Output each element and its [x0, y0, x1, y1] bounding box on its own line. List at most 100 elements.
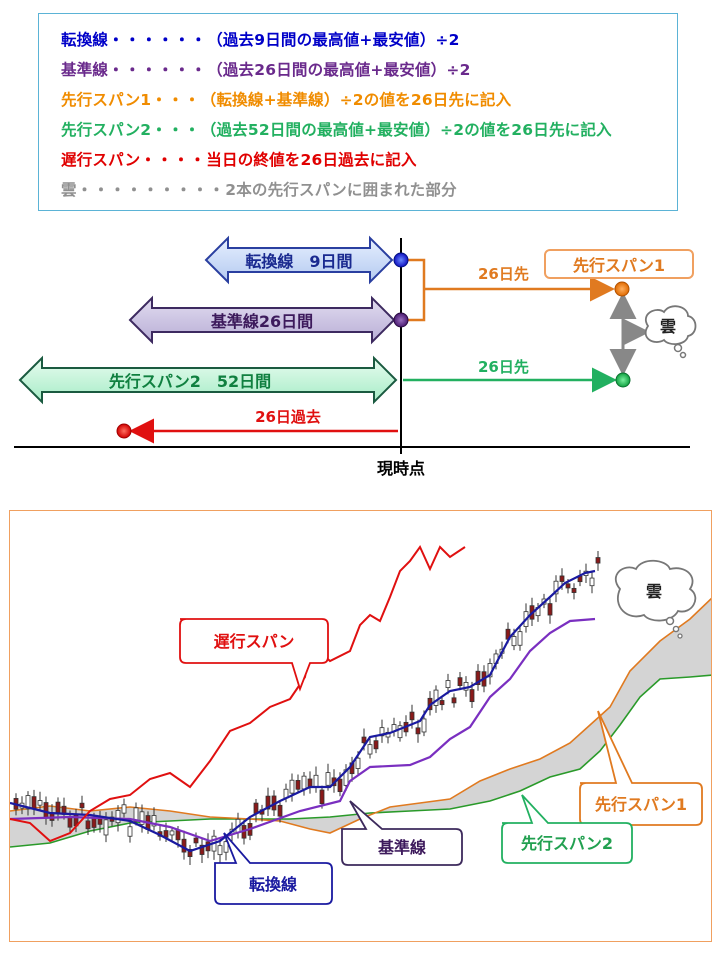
- span2-callout-label: 先行スパン2: [521, 834, 613, 853]
- candle-body: [451, 697, 457, 704]
- legend-desc: （過去9日間の最高値+最安値）÷2: [207, 31, 460, 49]
- tenkan-callout: 転換線: [214, 832, 333, 905]
- legend-desc: （過去26日間の最高値+最安値）÷2: [207, 61, 471, 79]
- kijun-callout: 基準線: [341, 800, 463, 866]
- candle-body: [595, 557, 601, 564]
- chikou-label: 26日過去: [255, 408, 321, 426]
- now-label: 現時点: [377, 459, 425, 478]
- candle-body: [265, 795, 271, 810]
- legend-desc: （転換線+基準線）÷2の値を26日先に記入: [200, 91, 512, 109]
- candle-body: [181, 838, 187, 853]
- candle-body: [421, 718, 427, 733]
- legend-dots: ・・・: [151, 121, 201, 139]
- candle-body: [397, 725, 403, 739]
- kijun-dot: [393, 312, 409, 328]
- legend-row-span2: 先行スパン2・・・（過去52日間の最高値+最安値）÷2の値を26日先に記入: [61, 118, 612, 140]
- candle-body: [175, 829, 181, 841]
- candle-body: [139, 811, 145, 825]
- candle-body: [409, 711, 415, 721]
- candle-body: [475, 670, 481, 686]
- candle-body: [43, 802, 49, 819]
- candle-body: [37, 800, 43, 806]
- candle-body: [433, 689, 439, 706]
- chikou-dot: [116, 423, 132, 439]
- legend-desc: 2本の先行スパンに囲まれた部分: [225, 181, 457, 199]
- forward-label-1: 26日先: [478, 265, 529, 283]
- tenkan-dot: [393, 252, 409, 268]
- span2-dot: [615, 372, 631, 388]
- candle-body: [295, 780, 301, 790]
- candle-body: [193, 837, 199, 844]
- kijun-period-label: 基準線26日間: [210, 312, 313, 331]
- candle-body: [463, 682, 469, 691]
- candle-body: [379, 727, 385, 737]
- candle-body: [373, 740, 379, 750]
- candle-body: [517, 631, 523, 646]
- candle-body: [313, 774, 319, 788]
- candle-body: [589, 577, 595, 587]
- candle-body: [103, 819, 109, 836]
- timeline-diagram: 転換線 9日間 基準線26日間 先行スパン2 52日間 現時点 26日先 先行ス…: [14, 235, 697, 478]
- span1-line: [10, 597, 711, 834]
- tenkan-callout-label: 転換線: [249, 875, 297, 894]
- candle-body: [79, 802, 85, 809]
- legend-row-kijun: 基準線・・・・・・（過去26日間の最高値+最安値）÷2: [61, 58, 471, 80]
- candle-body: [25, 795, 31, 810]
- legend-row-tenkan: 転換線・・・・・・（過去9日間の最高値+最安値）÷2: [61, 28, 460, 50]
- legend-dots: ・・・・: [140, 151, 207, 169]
- legend-row-cloud: 雲・・・・・・・・・2本の先行スパンに囲まれた部分: [61, 178, 457, 200]
- candle-body: [337, 778, 343, 793]
- candle-body: [511, 636, 517, 647]
- tenkan-line: [10, 569, 596, 853]
- span1-connector: [407, 258, 610, 322]
- candle-body: [67, 817, 73, 828]
- chikou-callout: 遅行スパン: [179, 618, 329, 692]
- span2-callout: 先行スパン2: [501, 794, 633, 864]
- legend-name: 転換線: [61, 31, 109, 49]
- legend-desc: （過去52日間の最高値+最安値）÷2の値を26日先に記入: [200, 121, 612, 139]
- chikou-callout-label: 遅行スパン: [214, 632, 295, 651]
- candle-body: [325, 772, 331, 786]
- candlesticks: [13, 551, 601, 866]
- candle-body: [547, 603, 553, 616]
- chart-cloud-label: 雲: [646, 582, 662, 601]
- legend-name: 先行スパン1: [61, 91, 152, 109]
- candle-body: [151, 815, 157, 827]
- span1-callout-label: 先行スパン1: [595, 795, 687, 814]
- forward-label-2: 26日先: [478, 358, 529, 376]
- tenkan-period-arrow: [204, 235, 394, 285]
- span1-label-box: [544, 249, 694, 279]
- candle-body: [85, 820, 91, 830]
- candle-body: [133, 807, 139, 822]
- cloud-icon: [644, 305, 697, 359]
- candle-body: [277, 804, 283, 817]
- candle-body: [571, 587, 577, 593]
- span2-period-arrow: [18, 355, 398, 405]
- candle-body: [91, 817, 97, 828]
- candle-body: [361, 736, 367, 744]
- legend-dots: ・・・: [151, 91, 201, 109]
- ichimoku-chart: 遅行スパン 基準線 転換線 先行スパン1 先行スパン2 雲: [10, 545, 711, 905]
- legend-name: 遅行スパン: [61, 151, 141, 169]
- candle-body: [127, 826, 133, 837]
- candle-body: [289, 779, 295, 794]
- candle-body: [439, 700, 445, 706]
- span2-period-label: 先行スパン2 52日間: [109, 372, 271, 391]
- candle-body: [121, 804, 127, 814]
- candle-body: [217, 845, 223, 856]
- legend-name: 基準線: [61, 61, 109, 79]
- candle-body: [553, 580, 559, 595]
- legend-row-chikou: 遅行スパン・・・・当日の終値を26日過去に記入: [61, 148, 417, 170]
- legend-dots: ・・・・・・: [108, 61, 208, 79]
- candle-body: [469, 689, 475, 703]
- candle-body: [355, 757, 361, 769]
- candle-body: [169, 830, 175, 836]
- ichimoku-chart-frame: 遅行スパン 基準線 転換線 先行スパン1 先行スパン2 雲: [9, 510, 712, 942]
- kijun-line: [10, 617, 596, 843]
- kijun-callout-label: 基準線: [377, 838, 426, 857]
- span1-dot: [614, 281, 630, 297]
- candle-body: [457, 677, 463, 687]
- span1-callout: 先行スパン1: [579, 710, 703, 826]
- candle-body: [97, 818, 103, 825]
- legend-desc: 当日の終値を26日過去に記入: [206, 151, 417, 169]
